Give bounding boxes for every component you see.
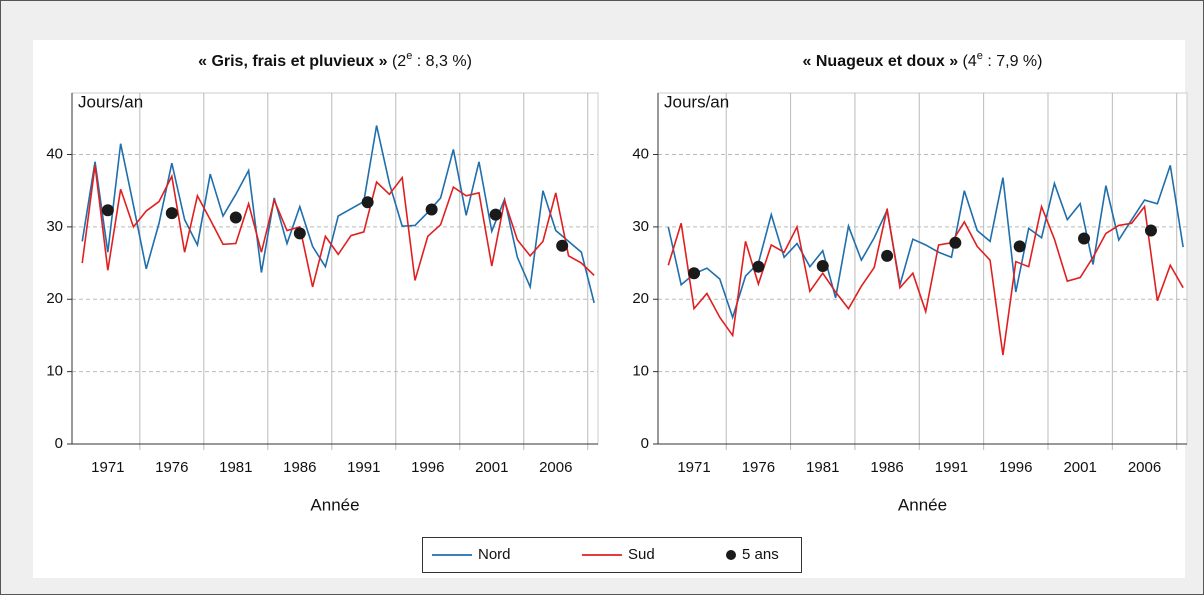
five-year-dot [1078, 232, 1091, 245]
title-rank: (2 [388, 53, 407, 70]
five-year-dot [489, 208, 502, 221]
x-axis-label: Année [310, 495, 359, 514]
title-sup: e [406, 50, 412, 62]
chart-title: « Nuageux et doux » (4e : 7,9 %) [803, 50, 1043, 70]
x-tick-label: 1981 [806, 459, 839, 476]
x-tick-label: 1971 [677, 459, 710, 476]
title-sup: e [977, 50, 983, 62]
legend-label: 5 ans [742, 546, 779, 563]
title-rest: : 8,3 %) [412, 53, 472, 70]
five-year-dot [1144, 224, 1157, 237]
five-year-dot [229, 211, 242, 224]
x-tick-label: 1991 [935, 459, 968, 476]
y-tick-label: 40 [632, 145, 649, 162]
y-tick-label: 10 [46, 363, 63, 380]
x-tick-label: 1996 [411, 459, 444, 476]
x-tick-label: 1986 [283, 459, 316, 476]
x-tick-label: 1986 [870, 459, 903, 476]
x-axis-label: Année [898, 495, 947, 514]
x-tick-label: 1981 [219, 459, 252, 476]
x-tick-label: 2001 [1063, 459, 1096, 476]
y-tick-label: 10 [632, 363, 649, 380]
five-year-dot [165, 207, 178, 220]
y-tick-label: 30 [632, 218, 649, 235]
y-tick-label: 0 [641, 435, 649, 452]
x-tick-label: 2001 [475, 459, 508, 476]
y-tick-label: 40 [46, 145, 63, 162]
five-year-dot [752, 260, 765, 273]
five-year-dot [688, 267, 701, 280]
title-rest: : 7,9 %) [983, 53, 1043, 70]
legend-label: Nord [478, 546, 511, 563]
y-tick-label: 0 [55, 435, 63, 452]
five-year-dot [425, 203, 438, 216]
plot-area [71, 92, 599, 445]
x-tick-label: 2006 [539, 459, 572, 476]
x-tick-label: 1996 [999, 459, 1032, 476]
five-year-dot [101, 204, 114, 217]
five-year-dot [556, 239, 569, 252]
legend-label: Sud [628, 546, 655, 563]
x-tick-label: 1991 [347, 459, 380, 476]
title-bold: « Nuageux et doux » [803, 53, 959, 70]
five-year-dot [949, 236, 962, 249]
title-bold: « Gris, frais et pluvieux » [198, 53, 388, 70]
five-year-dot [816, 259, 829, 272]
series-line [81, 165, 595, 288]
x-tick-label: 1971 [91, 459, 124, 476]
chart-title: « Gris, frais et pluvieux » (2e : 8,3 %) [198, 50, 472, 70]
y-axis-label: Jours/an [664, 92, 729, 111]
legend-dot [726, 550, 736, 560]
x-tick-label: 1976 [155, 459, 188, 476]
x-tick-label: 2006 [1128, 459, 1161, 476]
five-year-dot [1013, 240, 1026, 253]
five-year-dot [293, 227, 306, 240]
y-tick-label: 30 [46, 218, 63, 235]
plot-area [657, 92, 1188, 445]
five-year-dot [361, 196, 374, 209]
y-axis-label: Jours/an [78, 92, 143, 111]
x-tick-label: 1976 [742, 459, 775, 476]
y-tick-label: 20 [632, 290, 649, 307]
title-rank: (4 [958, 53, 977, 70]
five-year-dot [881, 249, 894, 262]
y-tick-label: 20 [46, 290, 63, 307]
